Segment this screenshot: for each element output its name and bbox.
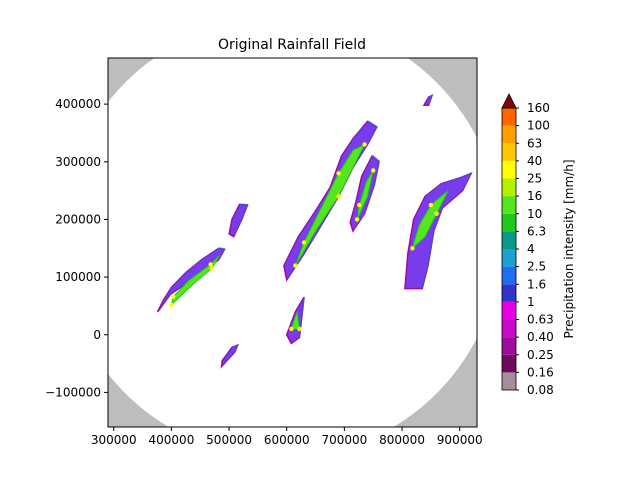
x-tick-label: 600000 bbox=[264, 433, 310, 447]
colorbar: 0.08 0.16 0.25 0.40 0.63 1 1.6 2.5 4 6.3 10 16 25 40 6… bbox=[501, 93, 576, 397]
colorbar-bin bbox=[502, 213, 516, 232]
colorbar-bin bbox=[502, 354, 516, 373]
colorbar-tick-label: 16 bbox=[527, 189, 542, 203]
colorbar-extend-arrow bbox=[501, 93, 517, 109]
colorbar-bin bbox=[502, 178, 516, 197]
y-tick-label: 200000 bbox=[55, 212, 101, 226]
y-tick-label: 0 bbox=[93, 328, 101, 342]
colorbar-tick-label: 0.25 bbox=[527, 348, 554, 362]
colorbar-tick-label: 1.6 bbox=[527, 277, 546, 291]
band-central-east-cell bbox=[354, 217, 360, 222]
x-tick-label: 700000 bbox=[321, 433, 367, 447]
band-central-cell bbox=[336, 194, 341, 199]
radar-coverage bbox=[108, 58, 477, 427]
colorbar-tick-label: 100 bbox=[527, 119, 550, 133]
band-south-central-cell bbox=[297, 326, 302, 332]
band-central-cell bbox=[301, 240, 307, 245]
colorbar-tick-label: 0.63 bbox=[527, 313, 554, 327]
colorbar-bin bbox=[502, 125, 516, 144]
band-east-core bbox=[411, 190, 449, 250]
radar-disc-east bbox=[230, 93, 477, 374]
colorbar-tick-label: 40 bbox=[527, 154, 542, 168]
x-tick-label: 500000 bbox=[206, 433, 252, 447]
colorbar-tick-label: 0.16 bbox=[527, 365, 554, 379]
colorbar-tick-label: 4 bbox=[527, 242, 535, 256]
colorbar-bin bbox=[502, 160, 516, 179]
x-tick-label: 900000 bbox=[437, 433, 483, 447]
band-west-core bbox=[170, 254, 221, 307]
colorbar-tick-label: 1 bbox=[527, 295, 535, 309]
band-east-cell bbox=[428, 202, 434, 208]
colorbar-tick-label: 10 bbox=[527, 207, 542, 221]
band-central-core bbox=[294, 143, 366, 266]
colorbar-tick-label: 63 bbox=[527, 136, 542, 150]
rain-bands bbox=[156, 94, 473, 369]
band-east-cell bbox=[434, 211, 439, 216]
band-west-cell bbox=[169, 302, 174, 307]
band-mid-west-mid bbox=[230, 203, 249, 236]
y-tick-label: 100000 bbox=[55, 270, 101, 284]
colorbar-tick-label: 160 bbox=[527, 101, 550, 115]
band-west-cell bbox=[209, 266, 214, 271]
band-central-east-cell bbox=[357, 202, 362, 208]
colorbar-bin bbox=[502, 319, 516, 338]
band-west-cell bbox=[208, 262, 213, 267]
y-tick-label: −100000 bbox=[45, 385, 101, 399]
colorbar-bin bbox=[502, 284, 516, 302]
y-axis: 400000 300000 200000 100000 0 −100000 bbox=[45, 97, 108, 399]
chart-title: Original Rainfall Field bbox=[218, 37, 366, 53]
band-east-mid bbox=[405, 172, 473, 288]
colorbar-tick-label: 2.5 bbox=[527, 260, 546, 274]
colorbar-bin bbox=[502, 372, 516, 390]
band-central-cell bbox=[362, 142, 367, 147]
colorbar-bin bbox=[502, 196, 516, 214]
colorbar-bin bbox=[502, 301, 516, 320]
band-central-cell bbox=[293, 263, 298, 268]
colorbar-bin bbox=[502, 231, 516, 249]
colorbar-label: Precipitation intensity [mm/h] bbox=[562, 159, 576, 338]
colorbar-bin bbox=[502, 249, 516, 267]
colorbar-bin bbox=[502, 266, 516, 285]
colorbar-tick-label: 6.3 bbox=[527, 224, 546, 238]
colorbar-bin bbox=[502, 337, 516, 355]
x-tick-label: 300000 bbox=[91, 433, 137, 447]
colorbar-bin bbox=[502, 108, 516, 126]
x-tick-label: 400000 bbox=[149, 433, 195, 447]
plot-frame bbox=[107, 57, 478, 428]
plot-area bbox=[108, 58, 477, 427]
band-central-east-core bbox=[356, 170, 374, 220]
colorbar-bin bbox=[502, 143, 516, 161]
colorbar-tick-label: 0.08 bbox=[527, 383, 554, 397]
band-ne-cell-mid bbox=[425, 94, 433, 105]
band-south-central-core bbox=[290, 311, 300, 330]
band-central-east-cell bbox=[371, 168, 376, 173]
y-tick-label: 300000 bbox=[55, 155, 101, 169]
band-small-south-mid bbox=[222, 344, 239, 366]
band-south-central-cell bbox=[289, 326, 294, 332]
colorbar-tick-label: 25 bbox=[527, 172, 542, 186]
band-west-cell bbox=[170, 294, 176, 299]
x-tick-label: 800000 bbox=[379, 433, 425, 447]
y-tick-label: 400000 bbox=[55, 97, 101, 111]
x-axis: 300000 400000 500000 600000 700000 800000 9000… bbox=[91, 427, 483, 447]
band-central-cell bbox=[336, 171, 341, 176]
colorbar-tick-label: 0.40 bbox=[527, 330, 554, 344]
band-east-cell bbox=[410, 246, 415, 251]
